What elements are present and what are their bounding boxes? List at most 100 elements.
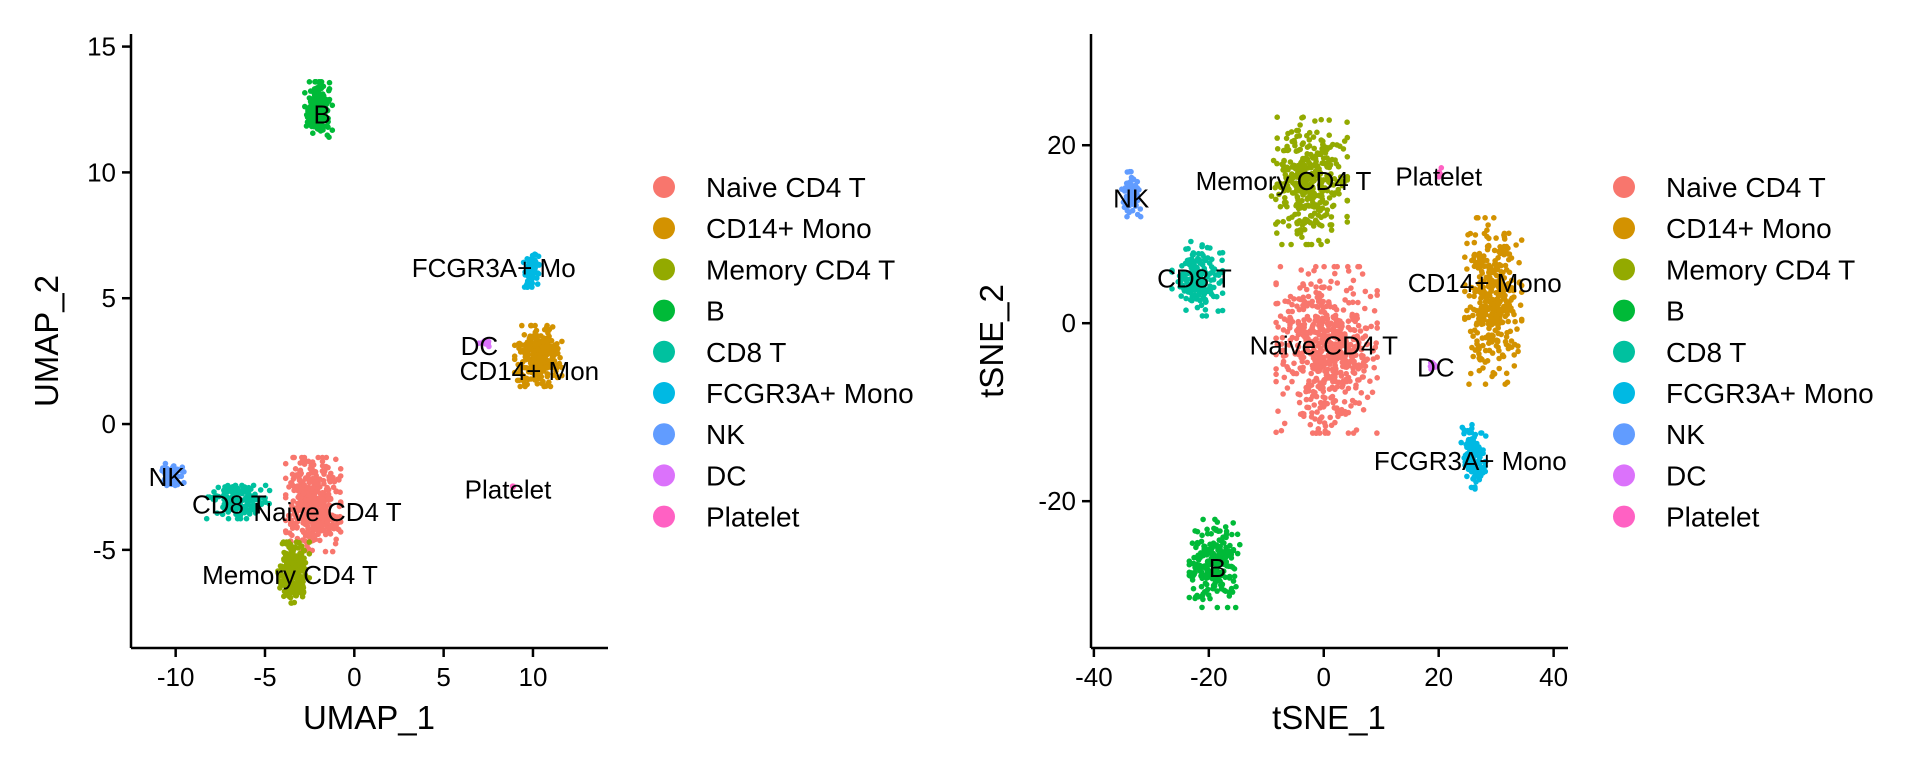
tsne-point bbox=[1505, 345, 1512, 352]
tsne-label-cd14-mono: CD14+ Mono bbox=[1408, 268, 1562, 298]
umap-point bbox=[333, 456, 339, 463]
umap-legend-label: B bbox=[706, 296, 725, 327]
tsne-point bbox=[1309, 323, 1316, 329]
tsne-point bbox=[1318, 241, 1324, 248]
tsne-point bbox=[1229, 531, 1235, 538]
tsne-point bbox=[1327, 414, 1333, 421]
tsne-point bbox=[1491, 247, 1498, 254]
tsne-point bbox=[1280, 391, 1286, 397]
tsne-legend-label: DC bbox=[1666, 460, 1706, 491]
tsne-point bbox=[1350, 277, 1357, 284]
tsne-legend-item-naive-cd4-t: Naive CD4 T bbox=[1613, 172, 1826, 203]
tsne-point bbox=[1306, 317, 1312, 323]
tsne-x-tick-label: -40 bbox=[1075, 662, 1113, 692]
umap-legend-label: Memory CD4 T bbox=[706, 254, 895, 285]
tsne-y-tick-label: 20 bbox=[1047, 130, 1076, 160]
tsne-point bbox=[1364, 394, 1371, 401]
umap-x-tick-label: -5 bbox=[253, 662, 276, 692]
tsne-point bbox=[1468, 484, 1475, 491]
umap-point bbox=[302, 90, 308, 96]
tsne-point bbox=[1324, 207, 1331, 213]
tsne-point bbox=[1491, 215, 1497, 221]
umap-point bbox=[533, 356, 540, 362]
umap-point bbox=[288, 585, 295, 592]
umap-point bbox=[318, 123, 324, 129]
tsne-point bbox=[1299, 115, 1305, 121]
umap-point bbox=[523, 345, 530, 351]
tsne-point bbox=[1300, 155, 1306, 162]
tsne-legend-swatch bbox=[1613, 505, 1635, 528]
umap-point bbox=[225, 515, 232, 522]
umap-cluster-memory-cd4-t bbox=[275, 539, 313, 606]
umap-point bbox=[313, 519, 320, 526]
tsne-point bbox=[1203, 588, 1209, 595]
tsne-point bbox=[1512, 318, 1518, 325]
umap-point bbox=[317, 537, 323, 544]
umap-label-memory-cd4-t: Memory CD4 T bbox=[202, 560, 378, 590]
tsne-point bbox=[1298, 267, 1304, 273]
umap-point bbox=[534, 281, 541, 287]
tsne-point bbox=[1273, 221, 1279, 227]
tsne-point bbox=[1185, 245, 1191, 252]
umap-point bbox=[546, 346, 552, 353]
tsne-point bbox=[1295, 147, 1301, 154]
umap-point bbox=[266, 487, 273, 494]
umap-point bbox=[327, 531, 334, 537]
tsne-point bbox=[1326, 373, 1332, 380]
tsne-point bbox=[1221, 587, 1228, 594]
tsne-point bbox=[1195, 540, 1201, 547]
tsne-point bbox=[1367, 378, 1373, 385]
tsne-point bbox=[1338, 373, 1345, 379]
tsne-point bbox=[1232, 604, 1239, 611]
tsne-point bbox=[1283, 135, 1290, 142]
tsne-point bbox=[1297, 285, 1303, 291]
tsne-point bbox=[1514, 326, 1520, 332]
tsne-point bbox=[1200, 516, 1206, 523]
tsne-point bbox=[1470, 437, 1476, 444]
umap-point bbox=[320, 515, 326, 521]
umap-point bbox=[318, 114, 324, 121]
umap-point bbox=[524, 284, 531, 290]
umap-point bbox=[282, 460, 289, 467]
tsne-point bbox=[1320, 141, 1326, 148]
umap-point bbox=[319, 491, 325, 497]
tsne-point bbox=[1219, 307, 1226, 314]
tsne-legend-swatch bbox=[1613, 176, 1635, 198]
umap-cluster-naive-cd4-t bbox=[282, 454, 344, 555]
tsne-legend-item-fcgr3a-mono: FCGR3A+ Mono bbox=[1613, 378, 1874, 409]
umap-point bbox=[252, 510, 259, 516]
tsne-point bbox=[1465, 232, 1471, 238]
tsne-point bbox=[1289, 214, 1295, 220]
umap-point bbox=[306, 551, 313, 557]
umap-label-fcgr3a-mono: FCGR3A+ Mo bbox=[412, 253, 576, 283]
umap-points bbox=[159, 79, 565, 606]
umap-legend-swatch bbox=[653, 464, 675, 487]
umap-point bbox=[299, 527, 306, 534]
tsne-point bbox=[1280, 147, 1287, 154]
umap-legend-item-cd8-t: CD8 T bbox=[653, 337, 786, 368]
tsne-point bbox=[1237, 541, 1243, 548]
tsne-point bbox=[1344, 219, 1351, 225]
umap-point bbox=[336, 526, 342, 533]
tsne-point bbox=[1482, 381, 1489, 388]
tsne-point bbox=[1348, 403, 1354, 409]
tsne-point bbox=[1322, 428, 1328, 434]
tsne-point bbox=[1297, 204, 1303, 210]
tsne-point bbox=[1316, 290, 1322, 297]
tsne-point bbox=[1517, 302, 1524, 309]
tsne-point bbox=[1291, 360, 1297, 367]
umap-legend-label: NK bbox=[706, 419, 745, 450]
umap-point bbox=[203, 515, 210, 522]
tsne-point bbox=[1458, 439, 1464, 446]
umap-point bbox=[295, 580, 301, 587]
tsne-point bbox=[1307, 212, 1314, 219]
umap-point bbox=[298, 514, 305, 520]
tsne-point bbox=[1469, 421, 1475, 428]
umap-point bbox=[336, 518, 343, 525]
tsne-legend-item-nk: NK bbox=[1613, 419, 1705, 450]
tsne-point bbox=[1297, 198, 1303, 205]
tsne-point bbox=[1280, 218, 1286, 225]
tsne-point bbox=[1278, 427, 1285, 434]
umap-legend-item-cd14-mono: CD14+ Mono bbox=[653, 213, 872, 244]
umap-point bbox=[516, 340, 523, 347]
